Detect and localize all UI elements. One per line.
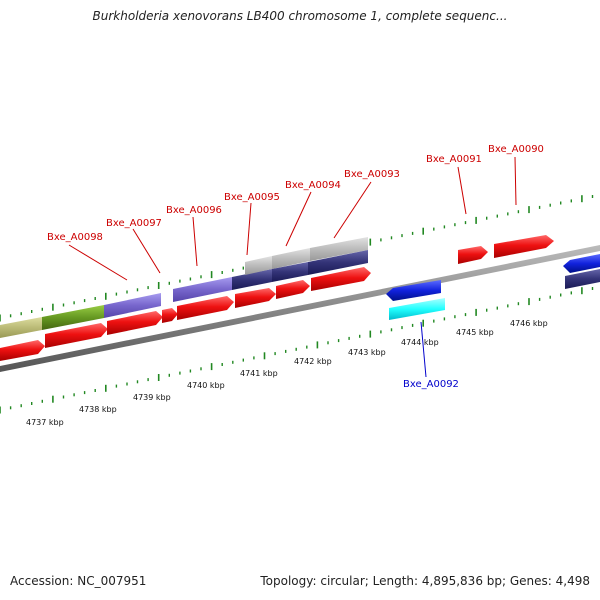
feature-navy-3[interactable] xyxy=(308,250,368,275)
scale-label: 4739 kbp xyxy=(133,393,171,402)
leader-line xyxy=(132,228,161,274)
scale-label: 4738 kbp xyxy=(79,405,117,414)
map-title: Burkholderia xenovorans LB400 chromosome… xyxy=(92,9,508,23)
leader-line xyxy=(333,181,372,239)
gene-labels: Bxe_A0098 Bxe_A0097 Bxe_A0096 Bxe_A0095 … xyxy=(47,144,544,390)
gene-label-bxe-a0098[interactable]: Bxe_A0098 xyxy=(47,232,103,243)
cds-arrow-4[interactable] xyxy=(162,308,178,323)
feature-navy-2[interactable] xyxy=(272,262,308,282)
leader-line xyxy=(68,244,128,281)
scale-label: 4746 kbp xyxy=(510,319,548,328)
feature-track-upper xyxy=(0,237,600,338)
feature-navy-1[interactable] xyxy=(232,269,272,290)
gene-label-bxe-a0097[interactable]: Bxe_A0097 xyxy=(106,218,162,229)
cds-arrow-7[interactable] xyxy=(276,280,310,299)
gene-label-bxe-a0096[interactable]: Bxe_A0096 xyxy=(166,205,222,216)
sequence-backbone xyxy=(0,245,600,372)
feature-cyan[interactable] xyxy=(389,298,445,320)
leader-line xyxy=(192,216,198,267)
cds-arrow-8[interactable] xyxy=(311,267,371,291)
gene-label-bxe-a0090[interactable]: Bxe_A0090 xyxy=(488,144,544,155)
scale-label: 4745 kbp xyxy=(456,328,494,337)
feature-violet-2[interactable] xyxy=(173,277,232,302)
leader-line xyxy=(285,191,312,247)
feature-gray-2[interactable] xyxy=(272,248,310,269)
scale-label: 4741 kbp xyxy=(240,369,278,378)
lower-tick-track xyxy=(0,287,594,414)
reverse-cds-track xyxy=(386,254,600,320)
scale-label: 4740 kbp xyxy=(187,381,225,390)
scale-label: 4744 kbp xyxy=(401,338,439,347)
cds-arrow-6[interactable] xyxy=(235,288,276,308)
feature-khaki[interactable] xyxy=(0,317,42,338)
scale-label: 4743 kbp xyxy=(348,348,386,357)
scale-label: 4737 kbp xyxy=(26,418,64,427)
feature-violet-1[interactable] xyxy=(104,293,161,318)
cds-arrow-3[interactable] xyxy=(107,311,163,335)
feature-gray-1[interactable] xyxy=(245,256,272,275)
gene-label-bxe-a0094[interactable]: Bxe_A0094 xyxy=(285,180,341,191)
leader-line xyxy=(420,321,427,378)
gene-label-bxe-a0092[interactable]: Bxe_A0092 xyxy=(403,379,459,390)
cds-arrow-9[interactable] xyxy=(458,246,488,264)
scale-label: 4742 kbp xyxy=(294,357,332,366)
feature-olive[interactable] xyxy=(42,305,104,330)
leader-line xyxy=(246,202,252,256)
leader-line xyxy=(514,156,517,206)
cds-arrow-5[interactable] xyxy=(177,296,234,320)
cds-arrow-10[interactable] xyxy=(494,235,554,258)
gene-label-bxe-a0093[interactable]: Bxe_A0093 xyxy=(344,169,400,180)
accession-text: Accession: NC_007951 xyxy=(10,574,147,588)
leader-line xyxy=(457,166,467,215)
cds-arrow-reverse-2[interactable] xyxy=(563,254,600,273)
cds-arrow-reverse-1[interactable] xyxy=(386,280,441,301)
feature-navy-4[interactable] xyxy=(565,269,600,289)
scale-labels: 4737 kbp 4738 kbp 4739 kbp 4740 kbp 4741… xyxy=(26,319,548,427)
genome-summary-text: Topology: circular; Length: 4,895,836 bp… xyxy=(260,574,590,588)
cds-arrow-1[interactable] xyxy=(0,340,45,361)
upper-tick-track xyxy=(0,195,594,322)
gene-label-bxe-a0095[interactable]: Bxe_A0095 xyxy=(224,192,280,203)
gene-leader-lines xyxy=(68,156,517,378)
feature-gray-3[interactable] xyxy=(310,237,368,261)
forward-cds-track xyxy=(0,235,554,361)
cds-arrow-2[interactable] xyxy=(45,323,108,348)
gene-label-bxe-a0091[interactable]: Bxe_A0091 xyxy=(426,154,482,165)
